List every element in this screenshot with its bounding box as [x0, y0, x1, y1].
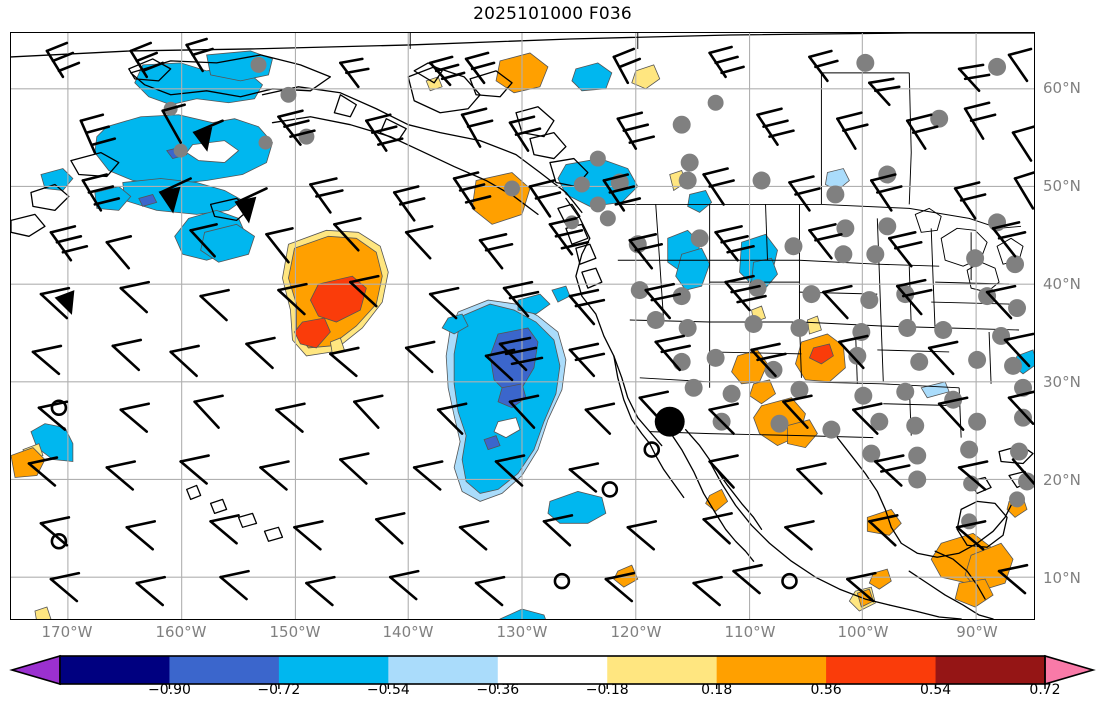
lon-label-100w: 100°W: [837, 623, 889, 641]
colorbar-tick-label: −0.18: [585, 682, 629, 698]
page-title: 2025101000 F036: [473, 4, 632, 24]
colorbar-tick-label: 0.54: [919, 682, 952, 698]
colorbar-extend-max: [1044, 654, 1096, 686]
colorbar-segment: [935, 656, 1046, 684]
lon-label-130w: 130°W: [496, 623, 548, 641]
lon-label-110w: 110°W: [724, 623, 776, 641]
lat-label-40n: 40°N: [1043, 275, 1081, 293]
filled-contour-layer: [11, 50, 1034, 619]
map-canvas[interactable]: [11, 33, 1034, 619]
calm-circle-layer: [50, 399, 798, 590]
lon-label-120w: 120°W: [610, 623, 662, 641]
grid-layer: [11, 33, 1034, 619]
colorbar-segment: [169, 656, 280, 684]
colorbar-segment: [826, 656, 937, 684]
map-panel[interactable]: [10, 32, 1035, 620]
colorbar: −0.90 −0.72 −0.54 −0.36 −0.18 0.18 0.36 0.54 0.7…: [0, 650, 1105, 712]
colorbar-tick-label: −0.54: [366, 682, 410, 698]
lon-label-90w: 90°W: [956, 623, 998, 641]
colorbar-tick-label: −0.36: [476, 682, 520, 698]
colorbar-tick-label: 0.72: [1029, 682, 1061, 698]
colorbar-segment: [278, 656, 389, 684]
lat-label-10n: 10°N: [1043, 569, 1081, 587]
lat-label-30n: 30°N: [1043, 373, 1081, 391]
colorbar-segment: [497, 656, 608, 684]
lat-label-50n: 50°N: [1043, 177, 1081, 195]
lon-label-150w: 150°W: [269, 623, 321, 641]
lat-label-20n: 20°N: [1043, 471, 1081, 489]
colorbar-tick-label: 0.36: [810, 682, 842, 698]
coastline-layer: [11, 33, 1034, 619]
lon-label-160w: 160°W: [155, 623, 207, 641]
lon-label-170w: 170°W: [41, 623, 93, 641]
colorbar-swatches: [9, 654, 1096, 689]
colorbar-segment: [607, 656, 718, 684]
wind-barb-layer: [27, 37, 1034, 607]
lon-label-140w: 140°W: [382, 623, 434, 641]
lat-label-60n: 60°N: [1043, 79, 1081, 97]
colorbar-tick-label: −0.90: [147, 682, 191, 698]
colorbar-tick-label: 0.18: [701, 682, 733, 698]
colorbar-tick-label: −0.72: [257, 682, 301, 698]
colorbar-outline: [59, 655, 1046, 685]
station-dot-layer: [163, 53, 1034, 530]
colorbar-segment: [716, 656, 827, 684]
colorbar-segment: [60, 656, 170, 684]
colorbar-extend-min: [9, 654, 61, 686]
colorbar-segment: [388, 656, 499, 684]
cyclone-marker: [654, 406, 685, 437]
